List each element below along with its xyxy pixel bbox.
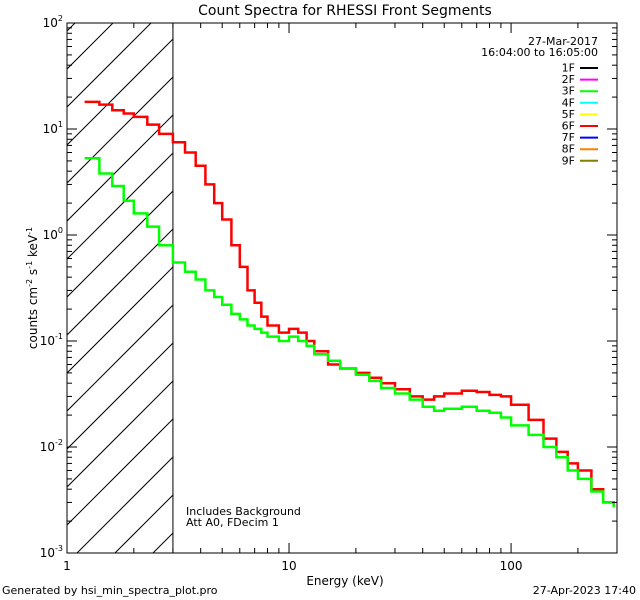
generated-by-label: Generated by hsi_min_spectra_plot.pro: [2, 584, 218, 597]
annotation-background: Includes Background: [186, 505, 301, 518]
legend-label: 1F: [562, 62, 575, 75]
legend-label: 9F: [562, 154, 575, 167]
y-tick-label: 10-2: [40, 438, 63, 454]
hatch-line: [67, 23, 76, 32]
legend-label: 8F: [562, 143, 575, 156]
date-label: 27-Mar-2017: [528, 35, 598, 48]
legend-label: 4F: [562, 96, 575, 109]
hatch-line: [67, 23, 190, 146]
x-tick-label: 10: [281, 559, 296, 573]
annotation-attenuator: Att A0, FDecim 1: [186, 516, 279, 529]
y-tick-label: 100: [43, 226, 63, 242]
y-tick-label: 10-1: [40, 332, 63, 348]
y-axis-label: counts cm-2 s-1 keV-1: [25, 227, 40, 349]
hatched-region: [67, 23, 617, 553]
hatch-line: [67, 23, 152, 108]
chart-title: Count Spectra for RHESSI Front Segments: [198, 3, 492, 19]
hatch-line: [67, 23, 228, 184]
time-range-label: 16:04:00 to 16:05:00: [481, 46, 598, 59]
y-tick-label: 10-3: [40, 544, 63, 560]
y-tick-label: 102: [43, 14, 63, 30]
x-tick-label: 100: [500, 559, 523, 573]
hatch-mask: [173, 23, 617, 553]
legend-label: 5F: [562, 108, 575, 121]
generated-timestamp: 27-Apr-2023 17:40: [533, 584, 636, 597]
legend-label: 6F: [562, 120, 575, 133]
x-axis-label: Energy (keV): [306, 574, 383, 588]
legend-label: 3F: [562, 85, 575, 98]
plot-frame: [66, 22, 618, 554]
series-line-3F: [84, 156, 615, 508]
legend-label: 2F: [562, 73, 575, 86]
axis-ticks: 1 10 100 10-3 10-2 10-1 100 101 102: [40, 14, 618, 573]
legend-label: 7F: [562, 131, 575, 144]
series-group: [84, 100, 615, 508]
y-tick-label: 101: [43, 120, 63, 136]
x-tick-label: 1: [63, 559, 71, 573]
